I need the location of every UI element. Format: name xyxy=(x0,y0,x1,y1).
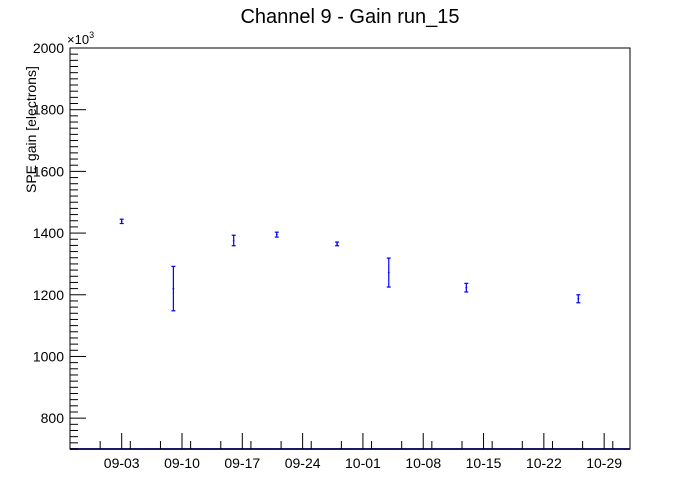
y-axis: 800 1000 1200 1400 1600 1800 2000 xyxy=(33,40,86,450)
data-point xyxy=(386,257,391,288)
y-axis-label: SPE gain [electrons] xyxy=(23,66,39,193)
y-tick-label: 1000 xyxy=(33,348,64,364)
data-point xyxy=(274,231,279,238)
point-marker xyxy=(275,233,278,236)
y-tick-label: 1400 xyxy=(33,225,64,241)
y-tick-label: 800 xyxy=(41,410,65,426)
data-point xyxy=(231,234,236,247)
point-marker xyxy=(465,286,468,289)
data-points xyxy=(119,218,581,312)
x-tick-label: 10-08 xyxy=(405,455,441,471)
y-tick-label: 1800 xyxy=(33,102,64,118)
x-tick-label: 09-24 xyxy=(285,455,321,471)
y-multiplier-label: ×103 xyxy=(67,30,94,47)
y-tick-label: 1600 xyxy=(33,163,64,179)
point-marker xyxy=(387,271,390,274)
x-tick-label: 09-03 xyxy=(104,455,140,471)
x-tick-label: 10-22 xyxy=(526,455,562,471)
x-tick-label: 09-17 xyxy=(224,455,260,471)
y-multiplier-exponent: 3 xyxy=(89,30,94,40)
data-point xyxy=(576,294,581,304)
x-tick-label: 10-29 xyxy=(586,455,622,471)
x-tick-label: 09-10 xyxy=(164,455,200,471)
point-marker xyxy=(172,287,175,290)
x-tick-label: 10-01 xyxy=(345,455,381,471)
y-tick-label: 1200 xyxy=(33,287,64,303)
plot-frame xyxy=(69,47,631,450)
point-marker xyxy=(336,242,338,245)
point-marker xyxy=(577,297,580,300)
data-point xyxy=(335,241,340,247)
data-point xyxy=(171,265,176,312)
data-point xyxy=(464,282,469,293)
x-tick-label: 10-15 xyxy=(466,455,502,471)
point-marker xyxy=(232,239,235,242)
y-multiplier-base: ×10 xyxy=(67,32,89,47)
chart-title: Channel 9 - Gain run_15 xyxy=(240,6,459,28)
y-tick-label: 2000 xyxy=(33,40,64,56)
x-axis: 09-03 09-10 09-17 09-24 10-01 10-08 10-15 10-22… xyxy=(99,433,622,471)
data-point xyxy=(119,218,124,225)
point-marker xyxy=(120,220,123,223)
